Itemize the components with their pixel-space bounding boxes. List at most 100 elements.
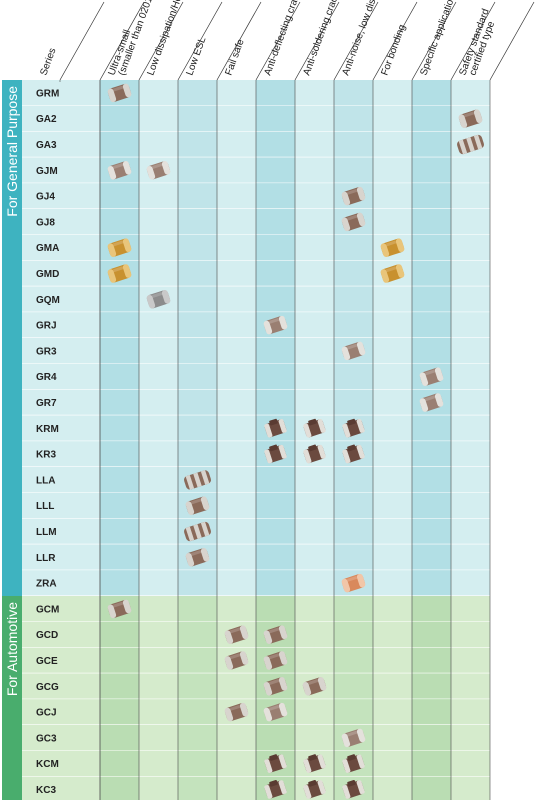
column-shade (178, 673, 217, 700)
column-shade (256, 389, 295, 416)
chip-icon (224, 702, 249, 722)
series-label: GCM (36, 604, 59, 615)
group-side-bar (2, 596, 22, 800)
column-shade (412, 312, 451, 338)
column-shade (100, 776, 139, 800)
chip-icon (458, 109, 483, 128)
column-shade (412, 596, 451, 622)
column-shade (412, 570, 451, 596)
column-shade (100, 750, 139, 777)
column-header-6: Anti-noise, low distortion (340, 0, 387, 77)
column-header-7: For bonding (379, 23, 408, 77)
column-shade (334, 673, 373, 700)
column-shade (256, 157, 295, 184)
chip-light-icon (341, 728, 366, 748)
column-shade (256, 260, 295, 287)
chip-icon (263, 651, 288, 670)
chip-gold-icon (107, 264, 132, 283)
header-divider-line (255, 1, 301, 81)
column-dividers (59, 80, 491, 800)
column-shade (178, 209, 217, 235)
chip-icon (263, 625, 288, 644)
column-shade (412, 105, 451, 132)
chip-icon (341, 186, 366, 206)
column-shade (412, 725, 451, 751)
group-label: For General Purpose (4, 86, 20, 217)
column-shade (100, 209, 139, 235)
column-shade (100, 105, 139, 132)
column-shade (100, 725, 139, 751)
series-label: GRM (36, 88, 59, 99)
stacked-chip-icon (303, 444, 326, 464)
column-shade (412, 750, 451, 777)
column-shade (256, 725, 295, 751)
column-shade (334, 596, 373, 622)
column-shade (256, 338, 295, 364)
chip-light-icon (263, 702, 288, 722)
header-divider-line (177, 1, 223, 81)
column-shade (334, 492, 373, 519)
chip-array-icon (184, 470, 211, 490)
series-label: KRM (36, 424, 59, 435)
column-shade (100, 518, 139, 545)
chip-light-icon (419, 367, 444, 386)
series-label: GCD (36, 630, 58, 641)
column-shade (100, 183, 139, 209)
column-shade (178, 725, 217, 751)
stacked-chip-icon (342, 754, 365, 773)
column-shade (100, 286, 139, 313)
column-shade (178, 183, 217, 209)
column-shade (256, 363, 295, 390)
header-divider-line (59, 1, 105, 81)
column-shade (256, 183, 295, 209)
group-side-bar (2, 80, 22, 596)
series-label: GQM (36, 295, 60, 306)
column-header-5: Anti-soldering crack (301, 0, 342, 77)
chip-icon (185, 496, 210, 515)
column-header-2: Low ESL (184, 35, 208, 77)
column-shade (178, 234, 217, 261)
series-label: GA3 (36, 140, 57, 151)
group-label: For Automotive (4, 602, 20, 696)
column-shade (256, 286, 295, 313)
header-divider-line (333, 1, 379, 81)
stacked-chip-icon (303, 754, 326, 773)
chip-gold-icon (107, 238, 132, 257)
stacked-chip-icon (264, 418, 287, 438)
series-label: KCM (36, 759, 59, 770)
column-shade (334, 312, 373, 338)
column-shade (256, 492, 295, 519)
column-shade (100, 338, 139, 364)
column-shade (256, 518, 295, 545)
column-shade (412, 492, 451, 519)
series-label: GR3 (36, 346, 57, 357)
column-shade (412, 673, 451, 700)
column-shade (412, 131, 451, 158)
column-shade (100, 415, 139, 442)
column-shade (412, 467, 451, 493)
stacked-chip-icon (342, 779, 365, 799)
column-shade (100, 467, 139, 493)
chip-icon (107, 83, 132, 103)
column-shade (100, 647, 139, 674)
column-shade (412, 80, 451, 106)
column-shade (412, 157, 451, 184)
column-shade (412, 260, 451, 287)
column-shade (412, 234, 451, 261)
series-label: LLM (36, 527, 57, 538)
column-shade (178, 596, 217, 622)
column-shade (100, 544, 139, 571)
column-shade (412, 441, 451, 467)
column-shade (178, 312, 217, 338)
chip-light-icon (263, 315, 288, 335)
header-divider-line (450, 1, 496, 81)
column-shade (100, 699, 139, 725)
column-shade (334, 389, 373, 416)
series-label: GMA (36, 243, 59, 254)
column-shade (256, 234, 295, 261)
column-shade (256, 467, 295, 493)
column-shade (256, 105, 295, 132)
chip-orange-icon (341, 573, 366, 593)
column-header-1: Low dissipation/HQ (145, 0, 185, 77)
column-shade (100, 389, 139, 416)
